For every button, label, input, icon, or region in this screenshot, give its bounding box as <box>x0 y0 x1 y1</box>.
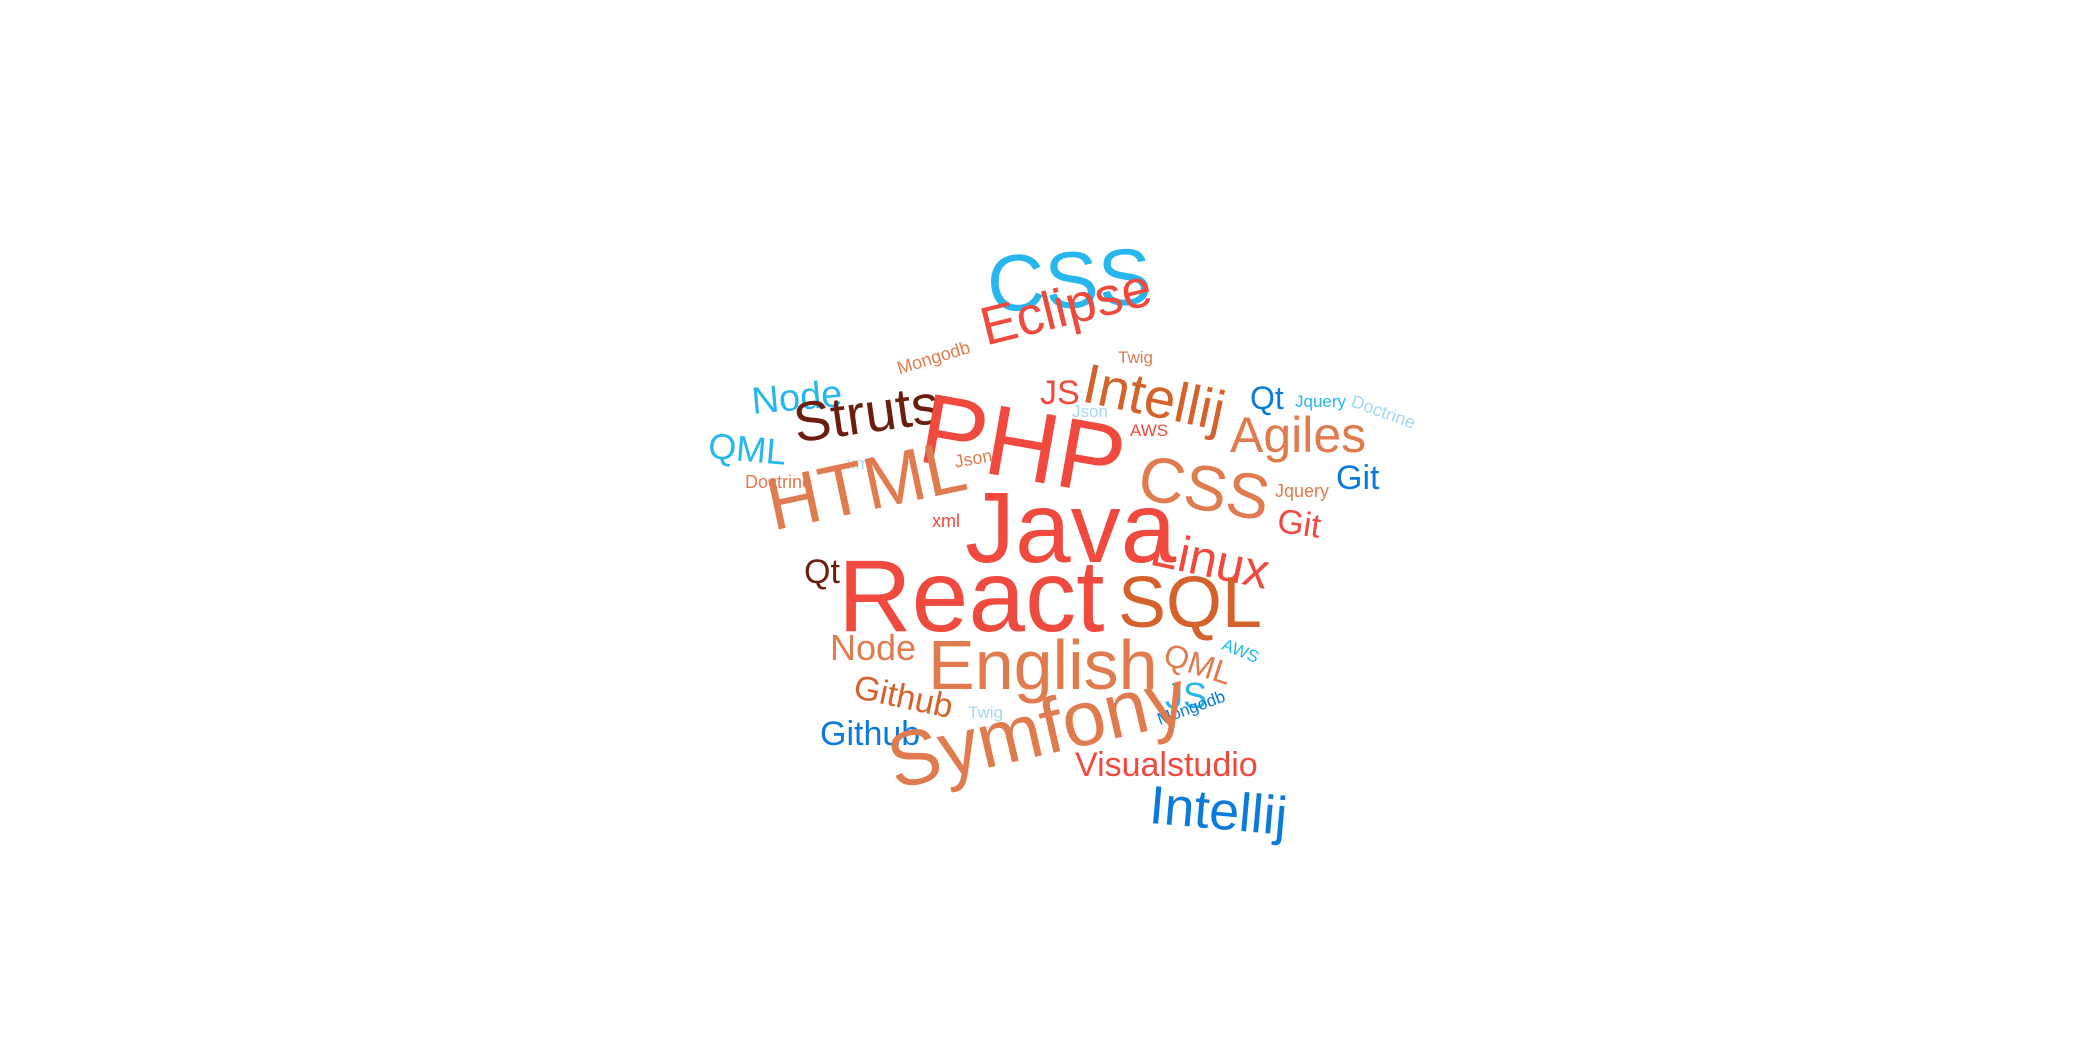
word-intellij: Intellij <box>1147 775 1290 847</box>
word-js: JS <box>1040 374 1080 412</box>
word-english: English <box>928 626 1158 704</box>
word-js: JS <box>1165 675 1208 716</box>
word-java: Java <box>965 472 1177 584</box>
word-qt: Qt <box>804 553 840 591</box>
word-doctrine: Doctrine <box>745 472 813 492</box>
word-xml: xml <box>932 511 960 531</box>
word-react: React <box>838 539 1105 653</box>
word-visualstudio: Visualstudio <box>1075 746 1258 784</box>
word-git: Git <box>1274 502 1324 546</box>
word-jquery: Jquery <box>1295 392 1347 411</box>
word-git: Git <box>1336 459 1380 497</box>
word-twig: Twig <box>1118 348 1153 367</box>
word-agiles: Agiles <box>1230 407 1367 463</box>
word-jquery: Jquery <box>1275 481 1330 501</box>
word-qt: Qt <box>1250 380 1284 416</box>
word-xml: xml <box>847 454 874 473</box>
word-sql: SQL <box>1118 563 1263 643</box>
word-node: Node <box>830 627 917 668</box>
word-json: Json <box>1072 402 1108 421</box>
word-twig: Twig <box>968 703 1003 722</box>
word-github: Github <box>820 715 921 753</box>
word-aws: AWS <box>1130 421 1169 440</box>
